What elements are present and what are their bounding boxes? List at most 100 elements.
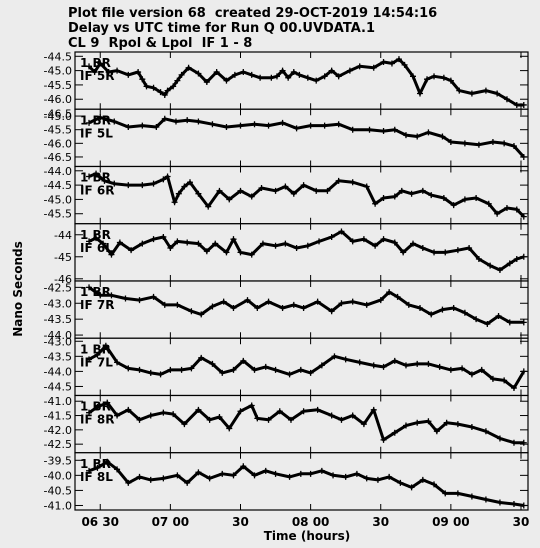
data-point [349,412,356,419]
data-point [174,472,181,479]
data-point [94,351,101,358]
data-point [237,122,244,129]
data-point [380,128,387,135]
data-point [331,353,338,360]
y-tick-label: -43.0 [44,297,72,310]
data-point [380,436,387,443]
data-point [478,366,485,373]
data-point [216,413,223,420]
data-point [178,366,185,373]
data-point [265,122,272,129]
data-point [402,362,409,369]
data-point [417,305,424,312]
data-point [111,118,118,125]
data-point [219,369,226,376]
data-point [160,176,167,183]
data-point [237,408,244,415]
data-point [143,83,150,90]
data-point [454,247,461,254]
data-point [125,365,132,372]
data-point [128,247,135,254]
data-point [139,76,146,83]
data-point [346,67,353,74]
panel-label: 1 BR [80,400,111,414]
data-point [395,56,402,63]
data-point [251,121,258,128]
panel-label: IF 6R [80,184,114,198]
data-point [431,249,438,256]
data-point [195,240,202,247]
data-point [93,235,100,242]
data-point [272,470,279,477]
data-point [290,301,297,308]
data-point [94,464,101,471]
data-point [150,180,157,187]
data-point [237,187,244,194]
data-point [160,409,167,416]
panel-label: IF 7R [80,298,114,312]
data-point [135,69,142,76]
data-point [185,64,192,71]
data-point [150,84,157,91]
data-point [335,177,342,184]
data-point [431,73,438,80]
data-point [161,301,168,308]
data-point [328,233,335,240]
data-point [231,71,238,78]
data-point [363,475,370,482]
y-tick-label: -45.0 [44,65,72,78]
data-point [86,63,93,70]
data-point [93,170,100,177]
data-point [206,475,213,482]
data-point [248,251,255,258]
data-point [282,240,289,247]
data-point [147,369,154,376]
data-point [324,187,331,194]
panel-label: IF 6L [80,241,113,255]
data-point [391,429,398,436]
data-point [495,312,502,319]
data-point [175,190,182,197]
data-point [213,69,220,76]
data-point [170,411,177,418]
data-point [286,371,293,378]
data-point [293,244,300,251]
data-point [248,193,255,200]
data-point [360,236,367,243]
data-point [482,428,489,435]
y-tick-label: -45 [54,251,72,264]
data-point [494,90,501,97]
data-point [366,126,373,133]
plot-title: Delay vs UTC time for Run Q 00.UVDATA.1 [68,21,376,36]
data-point [314,406,321,413]
data-point [223,249,230,256]
data-point [161,115,168,122]
data-point [454,421,461,428]
data-point [219,470,226,477]
data-point [391,357,398,364]
data-point [136,297,143,304]
panel-label: 1 BR [80,285,111,299]
data-point [314,298,321,305]
data-point [342,356,349,363]
data-point [300,182,307,189]
data-point [86,467,93,474]
data-point [150,293,157,300]
data-point [394,293,401,300]
data-point [114,466,121,473]
data-point [454,490,461,497]
data-point [414,419,421,426]
data-point [520,101,527,108]
data-point [160,475,167,482]
data-point [125,406,132,413]
data-point [111,180,118,187]
data-point [164,173,171,180]
data-point [450,305,457,312]
data-point [330,472,337,479]
data-point [262,467,269,474]
